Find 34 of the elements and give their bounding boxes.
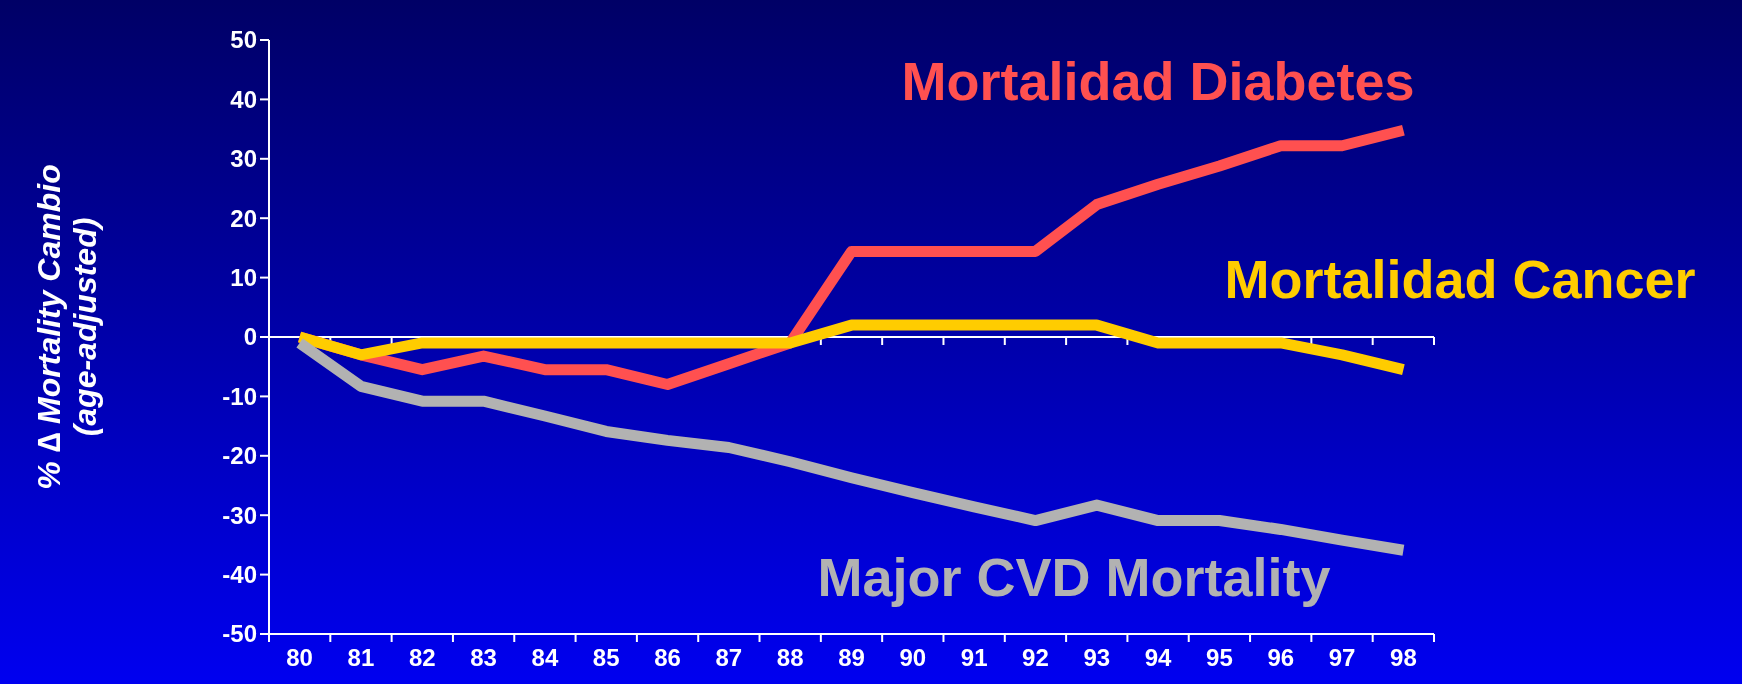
y-axis-title: % ∆ Mortality Cambio (age-adjusted) [31, 164, 103, 490]
x-tick-label: 88 [776, 644, 804, 671]
x-tick-label: 90 [899, 644, 927, 671]
x-tick-label: 85 [592, 644, 620, 671]
y-tick-label: -30 [222, 501, 257, 529]
x-tick-label: 91 [960, 644, 988, 671]
y-tick-label: 50 [230, 26, 257, 54]
y-tick-label: 0 [243, 323, 257, 351]
x-tick-label: 98 [1390, 644, 1417, 671]
series-label: Major CVD Mortality [817, 547, 1331, 607]
y-tick-label: 30 [230, 145, 257, 173]
series-label: Mortalidad Diabetes [901, 51, 1415, 111]
series-label: Mortalidad Cancer [1224, 249, 1696, 309]
x-tick-label: 89 [838, 644, 865, 671]
x-tick-label: 83 [470, 644, 497, 671]
x-tick-label: 96 [1267, 644, 1295, 671]
y-tick-label: 40 [230, 85, 257, 113]
y-tick-label: 20 [230, 204, 257, 232]
y-tick-label: -50 [222, 620, 257, 648]
y-tick-label: -40 [222, 561, 257, 588]
x-tick-label: 93 [1083, 644, 1111, 671]
x-tick-label: 84 [531, 644, 559, 671]
x-tick-label: 80 [286, 644, 313, 671]
y-tick-label: -10 [222, 382, 257, 410]
y-tick-label: -20 [222, 442, 257, 470]
x-tick-label: 87 [715, 644, 743, 671]
x-tick-label: 86 [654, 644, 681, 671]
x-tick-label: 82 [408, 644, 436, 671]
x-tick-label: 95 [1206, 644, 1233, 671]
x-tick-label: 94 [1144, 644, 1173, 671]
x-tick-label: 92 [1022, 644, 1049, 671]
x-tick-label: 97 [1328, 644, 1356, 671]
y-tick-label: 10 [230, 264, 257, 291]
x-tick-label: 81 [347, 644, 375, 671]
